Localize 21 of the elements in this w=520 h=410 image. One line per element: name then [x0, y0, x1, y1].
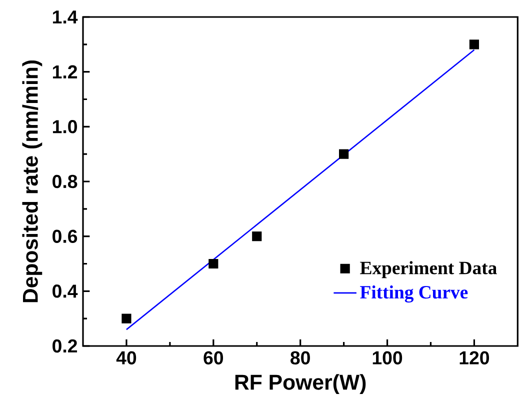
legend-label: Experiment Data — [360, 261, 497, 278]
x-tick-label: 80 — [290, 351, 310, 364]
point — [252, 232, 262, 242]
point — [339, 149, 349, 159]
y-tick-label: 1.0 — [52, 120, 77, 134]
x-tick-label: 120 — [460, 351, 490, 364]
y-tick-label: 1.2 — [52, 65, 78, 78]
y-tick-label: 0.4 — [52, 284, 78, 298]
y-tick-label: 0.8 — [52, 174, 78, 188]
y-tick-label: 0.2 — [52, 339, 78, 353]
point — [469, 40, 480, 50]
y-tick-label: 1.4 — [52, 10, 78, 24]
point — [122, 314, 132, 324]
x-tick-label: 40 — [116, 351, 136, 364]
y-tick-label: 0.6 — [52, 230, 78, 243]
x-tick-label: 100 — [372, 351, 402, 364]
y-axis-title: Deposited rate (nm/min) — [22, 60, 42, 302]
x-axis-title: RF Power(W) — [235, 374, 366, 394]
legend-label: Fitting Curve — [360, 285, 468, 303]
x-tick-label: 60 — [204, 351, 224, 364]
point — [208, 258, 218, 269]
